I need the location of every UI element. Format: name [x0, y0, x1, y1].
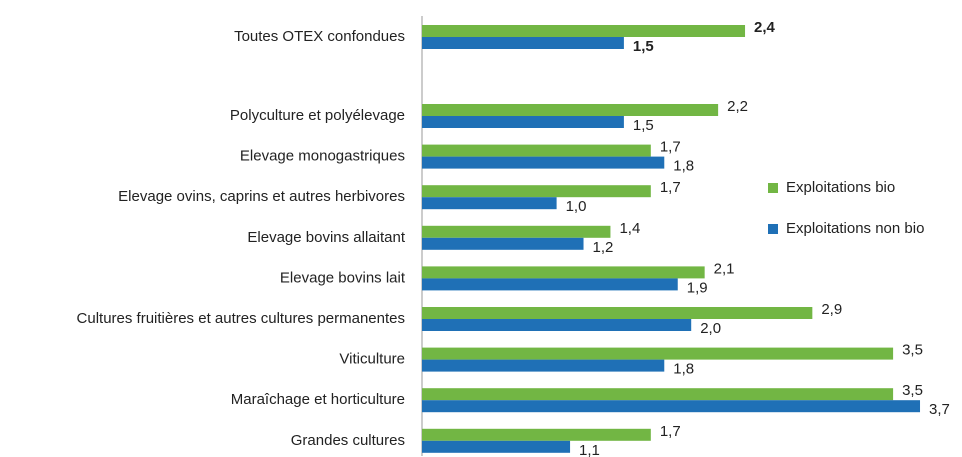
value-label: 1,8: [673, 158, 694, 175]
value-label: 1,7: [660, 139, 681, 156]
category-label: Polyculture et polyélevage: [230, 107, 405, 124]
bar: [422, 359, 665, 372]
value-label: 3,7: [929, 401, 950, 418]
bar: [422, 225, 611, 238]
legend-label: Exploitations bio: [786, 179, 895, 196]
value-label: 2,1: [714, 260, 735, 277]
value-label: 1,5: [633, 38, 654, 55]
value-label: 3,5: [902, 342, 923, 359]
value-label: 1,9: [687, 279, 708, 296]
category-label: Elevage monogastriques: [240, 148, 405, 165]
category-label: Elevage bovins allaitant: [247, 229, 405, 246]
category-label: Grandes cultures: [291, 432, 405, 449]
value-label: 2,9: [821, 301, 842, 318]
value-label: 1,7: [660, 179, 681, 196]
bar: [422, 319, 692, 331]
bar: [422, 237, 584, 250]
bar: [422, 116, 624, 128]
bar: [422, 197, 557, 210]
legend-label: Exploitations non bio: [786, 220, 924, 237]
value-label: 1,1: [579, 442, 600, 457]
category-label: Elevage ovins, caprins et autres herbivo…: [118, 188, 405, 205]
value-label: 1,4: [619, 220, 640, 237]
value-label: 3,5: [902, 382, 923, 399]
bar: [422, 144, 651, 157]
bar: [422, 37, 624, 49]
value-label: 2,2: [727, 98, 748, 115]
category-label: Maraîchage et horticulture: [231, 391, 405, 408]
legend-swatch: [768, 224, 778, 234]
value-label: 1,7: [660, 423, 681, 440]
value-label: 1,5: [633, 117, 654, 134]
bar: [422, 104, 719, 116]
value-label: 2,0: [700, 320, 721, 337]
bar: [422, 388, 894, 401]
bar: [422, 156, 665, 169]
category-label: Toutes OTEX confondues: [234, 28, 405, 45]
bar: [422, 185, 651, 198]
bar: [422, 428, 651, 441]
bar: [422, 25, 746, 37]
bar: [422, 347, 894, 360]
category-label: Cultures fruitières et autres cultures p…: [77, 310, 405, 327]
bar: [422, 307, 813, 319]
bar: [422, 400, 921, 413]
bar: [422, 266, 705, 279]
value-label: 2,4: [754, 19, 776, 36]
value-label: 1,2: [593, 239, 614, 256]
bar: [422, 440, 571, 453]
category-label: Elevage bovins lait: [280, 269, 406, 286]
bar: [422, 278, 678, 291]
legend-swatch: [768, 183, 778, 193]
value-label: 1,8: [673, 361, 694, 378]
value-label: 1,0: [566, 198, 587, 215]
category-label: Viticulture: [339, 351, 405, 368]
